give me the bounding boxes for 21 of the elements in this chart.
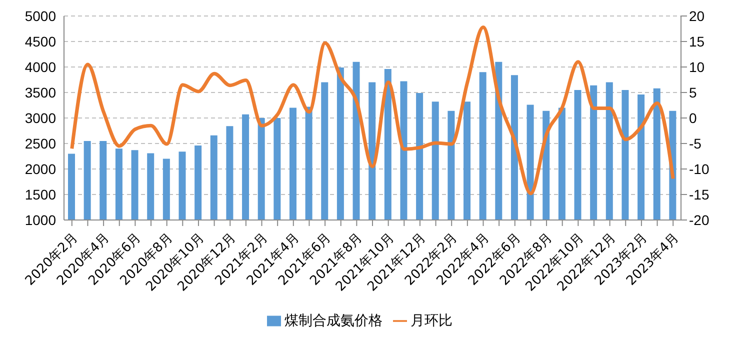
y-tick-label: 1500 [24,186,56,202]
y2-tick-label: 15 [689,33,705,50]
y-tick-label: 5000 [24,8,56,24]
y2-tick-label: -10 [689,160,710,177]
y-tick-label: 2500 [24,135,56,152]
y-tick-label: 1000 [24,212,56,228]
legend-label: 煤制合成氨价格 [284,313,382,329]
y2-tick-label: 5 [689,84,697,100]
y2-tick-label: -20 [689,212,710,228]
legend-label: 月环比 [410,313,452,329]
y-tick-label: 2000 [24,160,56,177]
y2-tick-label: -15 [689,186,710,202]
y2-tick-label: 10 [689,58,705,75]
y-tick-label: 4500 [24,33,56,50]
y-tick-label: 4000 [24,58,56,75]
y-tick-label: 3000 [24,110,56,126]
y-tick-label: 3500 [24,84,56,100]
y2-tick-label: 0 [689,110,697,126]
line-series [70,25,675,196]
y2-tick-label: 20 [689,8,705,24]
y2-tick-label: -5 [689,135,702,152]
